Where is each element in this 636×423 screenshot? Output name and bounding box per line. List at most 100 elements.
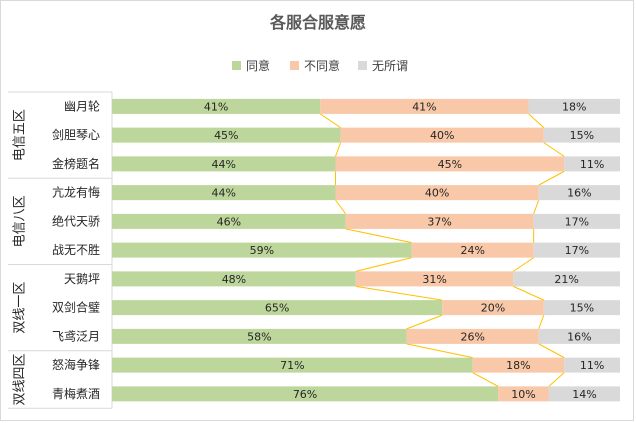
- category-label-3: 亢龙有悔: [52, 185, 100, 200]
- series-line-1-7: [538, 314, 545, 330]
- bar-1-6: [355, 271, 514, 287]
- data-label-2-0: 18%: [562, 100, 586, 113]
- bar-1-10: [498, 386, 549, 402]
- data-label-2-8: 16%: [567, 330, 591, 343]
- data-label-1-9: 18%: [506, 359, 530, 372]
- data-label-0-2: 44%: [212, 158, 236, 171]
- data-label-1-7: 20%: [481, 302, 505, 315]
- series-line-1-0: [528, 113, 545, 128]
- legend-swatch-2: [358, 61, 367, 70]
- bar-2-6: [513, 271, 620, 287]
- bar-1-8: [406, 328, 539, 344]
- data-label-0-4: 46%: [217, 215, 241, 228]
- category-label-2: 金榜题名: [52, 156, 100, 171]
- series-line-1-6: [513, 285, 545, 301]
- bar-0-4: [112, 213, 346, 229]
- data-label-0-0: 41%: [204, 100, 228, 113]
- data-label-1-3: 40%: [425, 187, 449, 200]
- category-label-8: 飞鸢泛月: [52, 329, 100, 343]
- group-label-1: 电信八区: [13, 195, 28, 247]
- group-label-0: 电信五区: [13, 109, 28, 161]
- chart-title: 各服合服意愿: [269, 13, 366, 32]
- category-label-9: 怒海争锋: [52, 357, 100, 372]
- bar-1-3: [335, 185, 539, 201]
- data-label-2-3: 16%: [567, 187, 591, 200]
- data-label-1-6: 31%: [422, 273, 446, 286]
- category-label-4: 绝代天骄: [52, 213, 100, 228]
- bar-1-2: [335, 156, 565, 172]
- bar-0-3: [112, 185, 336, 201]
- series-line-1-5: [513, 257, 534, 272]
- bar-2-1: [543, 127, 620, 143]
- group-label-3: 双线四区: [13, 353, 28, 405]
- data-label-2-1: 15%: [570, 129, 594, 142]
- category-label-7: 双剑合璧: [52, 300, 100, 315]
- series-line-0-7: [406, 314, 443, 330]
- category-label-10: 青梅煮酒: [52, 386, 100, 401]
- bar-2-7: [543, 300, 620, 316]
- bar-0-0: [112, 98, 321, 114]
- series-line-0-9: [472, 372, 499, 387]
- bar-0-6: [112, 271, 356, 287]
- series-line-1-2: [538, 170, 565, 186]
- bar-1-1: [340, 127, 544, 143]
- bar-2-5: [533, 242, 620, 258]
- data-label-1-2: 45%: [438, 158, 462, 171]
- bar-0-2: [112, 156, 336, 172]
- bar-0-7: [112, 300, 443, 316]
- bar-2-2: [564, 156, 620, 172]
- series-line-1-9: [548, 372, 565, 387]
- data-label-0-3: 44%: [212, 187, 236, 200]
- bar-0-9: [112, 357, 473, 373]
- legend-label-1: 不同意: [304, 58, 340, 73]
- bar-2-0: [528, 98, 620, 114]
- bar-1-4: [345, 213, 534, 229]
- data-label-2-9: 11%: [580, 359, 604, 372]
- bar-2-3: [538, 185, 620, 201]
- category-label-5: 战无不胜: [52, 242, 100, 257]
- legend-swatch-1: [290, 61, 299, 70]
- bar-1-5: [411, 242, 534, 258]
- data-label-0-10: 76%: [293, 388, 317, 401]
- bar-0-10: [112, 386, 499, 402]
- legend-swatch-0: [232, 61, 241, 70]
- series-line-0-3: [335, 199, 347, 215]
- data-label-0-8: 58%: [247, 330, 271, 343]
- legend: 同意 不同意 无所谓: [232, 58, 408, 73]
- bar-0-1: [112, 127, 341, 143]
- data-label-1-5: 24%: [460, 244, 484, 257]
- series-line-1-8: [538, 343, 565, 359]
- bar-1-9: [472, 357, 565, 373]
- series-line-0-0: [319, 113, 341, 129]
- bar-2-4: [533, 213, 620, 229]
- series-line-1-3: [533, 199, 540, 215]
- category-label-6: 天鹅坪: [64, 272, 100, 286]
- data-label-0-6: 48%: [222, 273, 246, 286]
- series-line-0-8: [406, 343, 473, 359]
- data-label-1-1: 40%: [430, 129, 454, 142]
- data-label-0-1: 45%: [214, 129, 238, 142]
- bar-1-7: [442, 300, 544, 316]
- data-label-0-9: 71%: [280, 359, 304, 372]
- series-line-0-1: [335, 142, 342, 157]
- series-line-1-1: [543, 142, 565, 157]
- data-label-2-10: 14%: [572, 388, 596, 401]
- group-label-2: 双线一区: [13, 282, 28, 334]
- bar-2-9: [564, 357, 620, 373]
- data-label-0-7: 65%: [265, 302, 289, 315]
- bar-1-0: [320, 98, 529, 114]
- series-line-0-5: [355, 257, 412, 272]
- data-label-1-10: 10%: [511, 388, 535, 401]
- data-label-1-0: 41%: [412, 100, 436, 113]
- data-label-0-5: 59%: [250, 244, 274, 257]
- bar-2-8: [538, 328, 620, 344]
- category-label-1: 剑胆琴心: [52, 127, 100, 142]
- category-label-0: 幽月轮: [64, 99, 100, 113]
- data-label-2-7: 15%: [570, 302, 594, 315]
- legend-label-0: 同意: [246, 58, 270, 73]
- data-label-2-6: 21%: [554, 273, 578, 286]
- series-line-0-6: [355, 285, 443, 301]
- data-label-2-2: 11%: [580, 158, 604, 171]
